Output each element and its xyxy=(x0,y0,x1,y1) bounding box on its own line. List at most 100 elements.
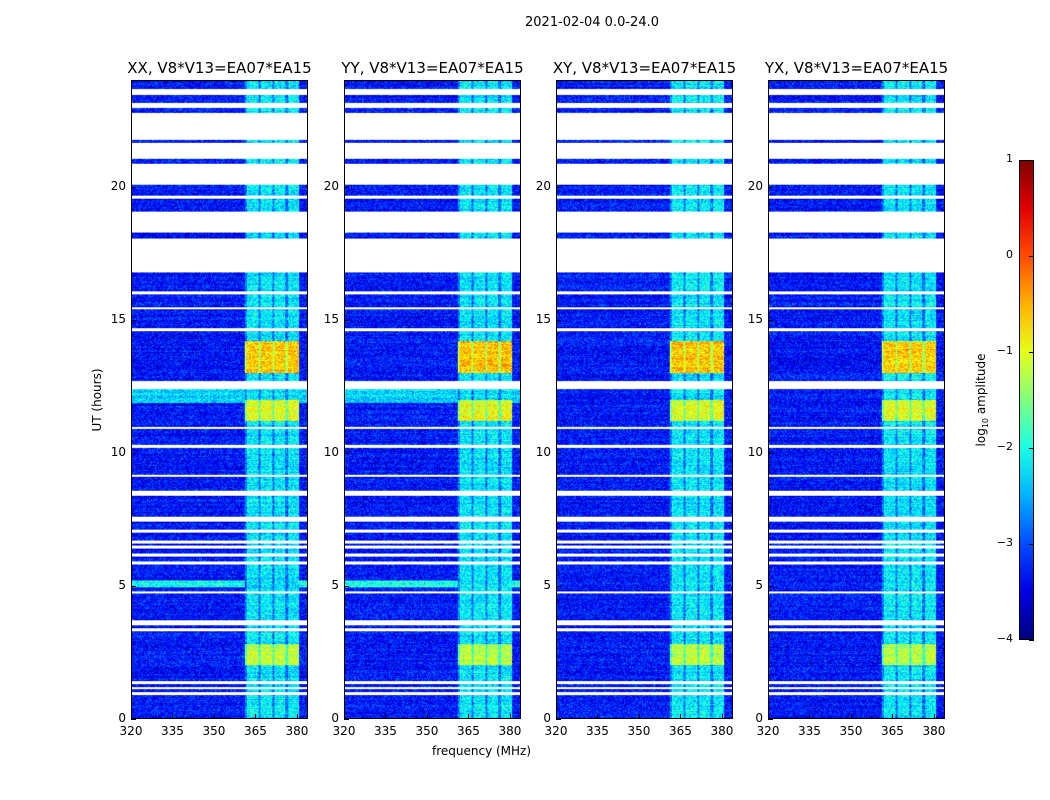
x-tick-label: 350 xyxy=(627,724,651,738)
x-tick-mark xyxy=(768,714,769,719)
x-tick-label: 335 xyxy=(798,724,821,738)
x-tick-label: 365 xyxy=(669,724,692,738)
y-tick-label: 20 xyxy=(747,178,763,193)
x-tick-mark xyxy=(344,714,345,719)
x-tick-mark xyxy=(638,714,640,719)
x-tick-label: 380 xyxy=(710,724,734,738)
heatmap-panel-yx xyxy=(768,80,945,719)
x-tick-mark xyxy=(296,714,298,719)
heatmap-image xyxy=(769,81,944,718)
y-tick-mark xyxy=(556,452,561,454)
x-tick-mark xyxy=(509,714,511,719)
y-tick-mark xyxy=(344,719,349,720)
heatmap-panel-yy xyxy=(344,80,521,719)
x-tick-mark xyxy=(892,714,894,719)
x-tick-label: 350 xyxy=(839,724,863,738)
heatmap-image xyxy=(345,81,520,718)
x-tick-label: 335 xyxy=(161,724,184,738)
x-tick-label: 320 xyxy=(332,724,356,738)
colorbar-tick-mark xyxy=(1029,544,1034,545)
y-tick-mark xyxy=(131,452,136,454)
y-tick-mark xyxy=(556,319,561,321)
x-tick-mark xyxy=(933,714,935,719)
x-tick-mark xyxy=(721,714,723,719)
y-tick-label: 5 xyxy=(331,577,339,592)
colorbar-tick-label: −4 xyxy=(996,632,1013,645)
heatmap-panel-xy xyxy=(556,80,733,719)
x-tick-mark xyxy=(255,714,257,719)
colorbar-label: log10 amplitude xyxy=(973,353,991,447)
x-tick-mark xyxy=(385,714,387,719)
y-tick-label: 15 xyxy=(535,311,551,326)
x-axis-label: frequency (MHz) xyxy=(432,744,532,758)
colorbar-tick-label: −2 xyxy=(996,440,1013,453)
y-tick-label: 20 xyxy=(323,178,339,193)
panel-title: XX, V8*V13=EA07*EA15 xyxy=(127,59,312,77)
y-axis-label: UT (hours) xyxy=(90,368,104,432)
x-tick-label: 320 xyxy=(756,724,780,738)
y-tick-mark xyxy=(131,585,136,587)
y-tick-label: 10 xyxy=(535,444,551,459)
y-tick-mark xyxy=(344,319,349,321)
y-tick-label: 15 xyxy=(323,311,339,326)
x-tick-label: 365 xyxy=(881,724,904,738)
y-tick-label: 0 xyxy=(331,711,339,725)
x-tick-label: 350 xyxy=(202,724,226,738)
y-tick-label: 0 xyxy=(118,711,126,725)
y-tick-mark xyxy=(768,585,773,587)
colorbar-tick-mark xyxy=(1029,256,1034,257)
y-tick-mark xyxy=(768,452,773,454)
x-tick-mark xyxy=(850,714,852,719)
colorbar xyxy=(1019,160,1034,640)
colorbar-tick-label: 0 xyxy=(1006,248,1013,261)
y-tick-label: 10 xyxy=(323,444,339,459)
y-tick-mark xyxy=(131,186,136,188)
x-tick-label: 380 xyxy=(922,724,946,738)
y-tick-label: 15 xyxy=(747,311,763,326)
x-tick-mark xyxy=(680,714,682,719)
heatmap-panel-xx xyxy=(131,80,308,719)
y-tick-label: 5 xyxy=(755,577,763,592)
x-tick-mark xyxy=(213,714,215,719)
x-tick-mark xyxy=(131,714,132,719)
x-tick-label: 365 xyxy=(457,724,480,738)
y-tick-label: 15 xyxy=(110,311,126,326)
x-tick-label: 350 xyxy=(415,724,439,738)
y-tick-label: 0 xyxy=(543,711,551,725)
y-tick-mark xyxy=(768,719,773,720)
y-tick-label: 0 xyxy=(755,711,763,725)
panel-title: YY, V8*V13=EA07*EA15 xyxy=(341,59,524,77)
colorbar-tick-mark xyxy=(1029,640,1034,641)
y-tick-label: 10 xyxy=(110,444,126,459)
x-tick-label: 320 xyxy=(119,724,143,738)
panel-title: XY, V8*V13=EA07*EA15 xyxy=(552,59,737,77)
colorbar-tick-label: −1 xyxy=(996,344,1013,357)
y-tick-mark xyxy=(131,719,136,720)
y-tick-label: 5 xyxy=(118,577,126,592)
x-tick-mark xyxy=(468,714,470,719)
y-tick-label: 20 xyxy=(535,178,551,193)
x-tick-label: 335 xyxy=(586,724,609,738)
x-tick-mark xyxy=(809,714,811,719)
y-tick-mark xyxy=(768,319,773,321)
x-tick-label: 320 xyxy=(544,724,568,738)
colorbar-tick-mark xyxy=(1029,448,1034,449)
x-tick-mark xyxy=(556,714,557,719)
y-tick-label: 5 xyxy=(543,577,551,592)
colorbar-tick-mark xyxy=(1029,160,1034,161)
x-tick-label: 380 xyxy=(285,724,309,738)
figure-title: 2021-02-04 0.0-24.0 xyxy=(525,15,659,30)
x-tick-label: 380 xyxy=(498,724,522,738)
y-tick-mark xyxy=(556,585,561,587)
colorbar-tick-label: 1 xyxy=(1006,152,1013,165)
y-tick-label: 10 xyxy=(747,444,763,459)
colorbar-tick-mark xyxy=(1029,352,1034,353)
y-tick-mark xyxy=(344,186,349,188)
y-tick-label: 20 xyxy=(110,178,126,193)
y-tick-mark xyxy=(556,186,561,188)
colorbar-tick-label: −3 xyxy=(996,536,1013,549)
y-tick-mark xyxy=(556,719,561,720)
x-tick-label: 365 xyxy=(244,724,267,738)
y-tick-mark xyxy=(344,452,349,454)
